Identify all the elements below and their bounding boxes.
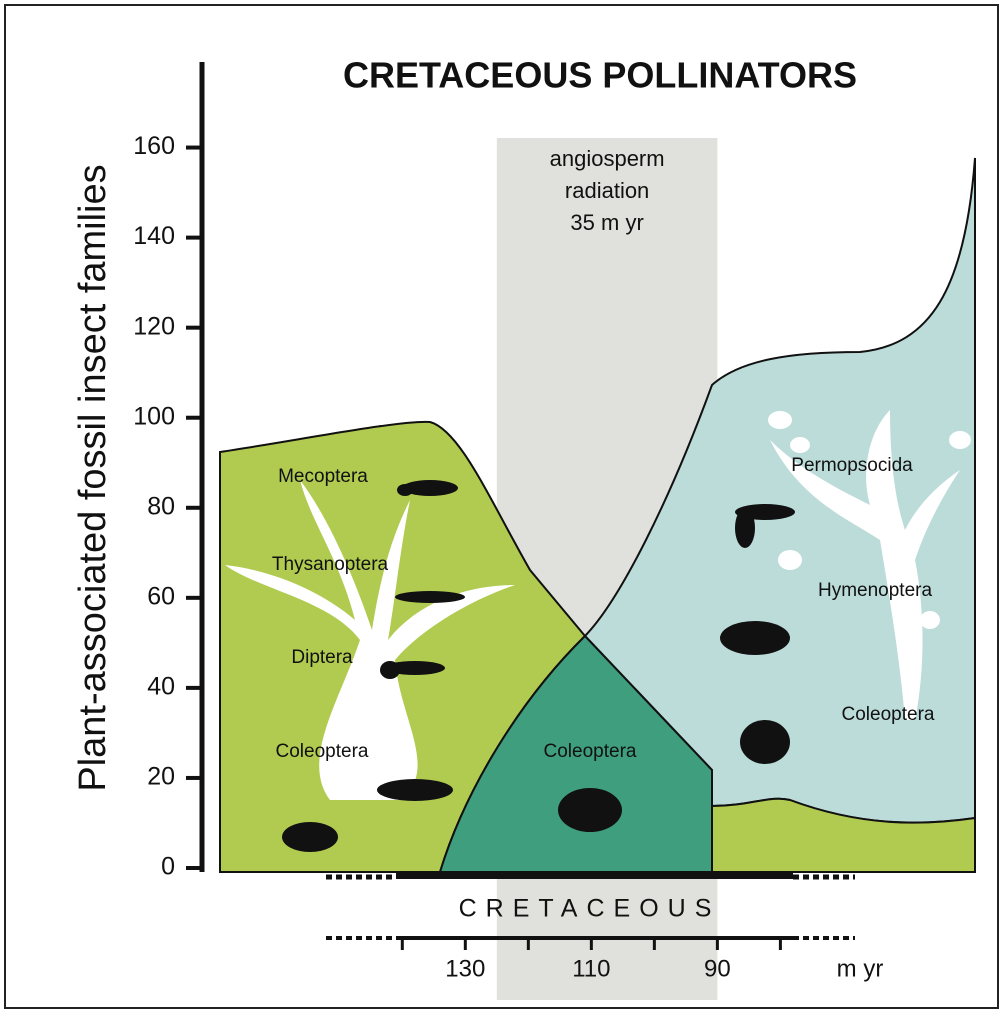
y-axis-label: Plant-associated fossil insect families <box>72 164 114 791</box>
y-tick-label: 20 <box>147 763 175 791</box>
y-tick-label: 140 <box>133 222 175 250</box>
y-tick-label: 120 <box>133 312 175 340</box>
y-tick-label: 160 <box>133 132 175 160</box>
insect-label: Permopsocida <box>791 455 913 476</box>
figure: angiosperm radiation 35 m yr CRETACEOUS PO… <box>0 0 1004 1014</box>
band-label: radiation <box>565 178 649 203</box>
insect-label: Diptera <box>291 647 353 668</box>
chart-title: CRETACEOUS POLLINATORS <box>343 55 857 96</box>
insect-label: Coleoptera <box>842 704 935 725</box>
y-tick-label: 60 <box>147 582 175 610</box>
band-label: angiosperm <box>550 146 665 171</box>
period-label: CRETACEOUS <box>459 895 721 923</box>
insect-label: Thysanoptera <box>272 554 389 575</box>
band-label: 35 m yr <box>570 210 643 235</box>
insect-label: Hymenoptera <box>818 580 932 601</box>
y-tick-label: 80 <box>147 492 175 520</box>
x-unit: m yr <box>837 955 884 982</box>
y-tick-label: 0 <box>161 853 175 881</box>
insect-label: Coleoptera <box>276 741 369 762</box>
x-tick-label: 130 <box>445 955 485 982</box>
insect-label: Mecoptera <box>278 466 368 487</box>
x-tick-label: 110 <box>572 955 610 982</box>
y-tick-label: 40 <box>147 672 175 700</box>
x-tick-label: 90 <box>704 955 731 982</box>
insect-label: Coleoptera <box>544 741 637 762</box>
y-tick-label: 100 <box>133 402 175 430</box>
